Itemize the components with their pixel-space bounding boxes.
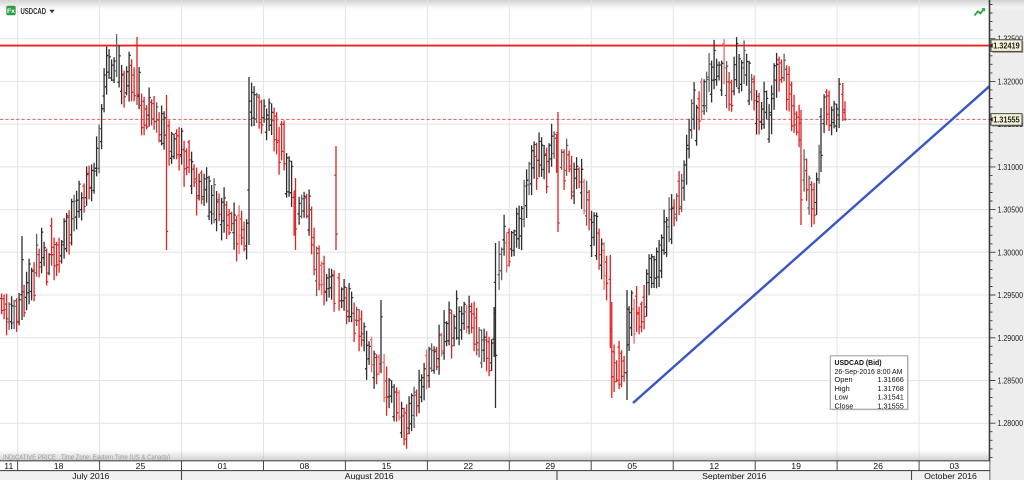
svg-text:22: 22 [463,461,473,471]
svg-text:Low: Low [835,393,849,402]
svg-text:26: 26 [873,461,883,471]
svg-text:INDICATIVE PRICE Time Zone:: INDICATIVE PRICE Time Zone: Eastern Time… [3,455,170,462]
svg-text:1.31768: 1.31768 [877,384,904,393]
svg-text:October 2016: October 2016 [924,471,977,480]
svg-text:05: 05 [627,461,637,471]
svg-text:12: 12 [709,461,719,471]
svg-text:18: 18 [54,461,64,471]
svg-text:High: High [835,384,850,393]
svg-text:1.30000: 1.30000 [998,248,1024,257]
svg-text:1.28000: 1.28000 [998,419,1024,428]
svg-text:19: 19 [791,461,801,471]
svg-text:1.32000: 1.32000 [998,77,1024,86]
svg-text:1.32419: 1.32419 [993,41,1020,51]
svg-text:25: 25 [136,461,146,471]
svg-text:1.30500: 1.30500 [998,206,1024,215]
svg-text:01: 01 [218,461,228,471]
svg-text:September 2016: September 2016 [702,471,766,480]
svg-text:1.31666: 1.31666 [877,375,904,384]
svg-text:1.31000: 1.31000 [998,163,1024,172]
svg-text:1.31555: 1.31555 [877,402,904,411]
svg-text:15: 15 [382,461,392,471]
svg-text:USDCAD (Bid): USDCAD (Bid) [835,358,882,367]
svg-text:1.29500: 1.29500 [998,291,1024,300]
svg-text:26-Sep-2016 8:00 AM: 26-Sep-2016 8:00 AM [835,367,903,376]
svg-text:1.32500: 1.32500 [998,35,1024,44]
svg-text:29: 29 [545,461,555,471]
svg-text:1.31555: 1.31555 [993,115,1020,125]
svg-text:July 2016: July 2016 [72,471,109,480]
svg-text:11: 11 [4,461,13,471]
svg-text:1.28500: 1.28500 [998,377,1024,386]
svg-text:Close: Close [835,402,854,411]
svg-text:Open: Open [835,375,853,384]
svg-text:03: 03 [949,461,959,471]
svg-text:1.31541: 1.31541 [877,393,904,402]
svg-text:August 2016: August 2016 [345,471,394,480]
svg-text:USDCAD: USDCAD [21,7,47,16]
svg-text:Fx: Fx [7,8,15,15]
svg-text:1.29000: 1.29000 [998,334,1024,343]
svg-text:08: 08 [300,461,310,471]
